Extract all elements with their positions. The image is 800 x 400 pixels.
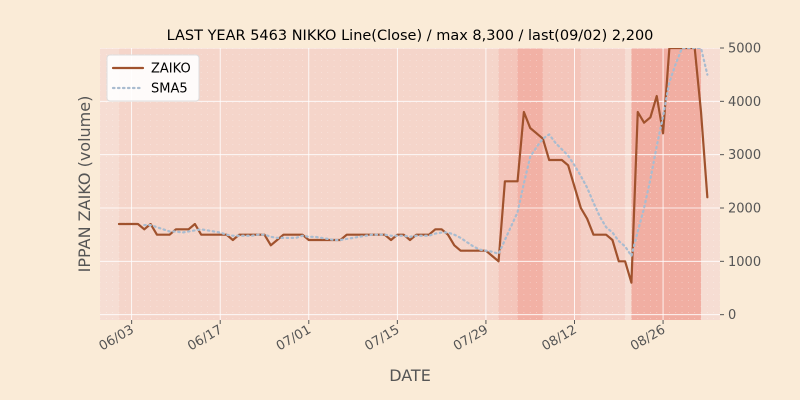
legend-box xyxy=(106,54,200,102)
shaded-band-4 xyxy=(542,48,581,320)
chart-title: LAST YEAR 5463 NIKKO Line(Close) / max 8… xyxy=(167,28,654,44)
legend-label-sma5: SMA5 xyxy=(151,82,188,97)
x-tick-label: 06/17 xyxy=(185,322,225,354)
x-tick-label: 07/15 xyxy=(362,322,402,354)
x-tick-label: 08/26 xyxy=(628,322,668,354)
x-axis-label: DATE xyxy=(389,366,431,385)
y-tick-label: 2000 xyxy=(728,202,761,217)
y-axis-label: IPPAN ZAIKO (volume) xyxy=(75,96,94,273)
y-tick-label: 4000 xyxy=(728,95,761,110)
plot-area xyxy=(100,48,720,320)
x-tick-label: 08/12 xyxy=(540,322,580,354)
series-line-zaiko xyxy=(117,48,709,284)
y-tick-label: 5000 xyxy=(728,42,761,57)
x-tick-label: 07/01 xyxy=(274,322,314,354)
shaded-band-2 xyxy=(498,48,518,320)
legend-label-zaiko: ZAIKO xyxy=(151,62,191,77)
x-tick-label: 06/03 xyxy=(97,322,137,354)
y-tick-label: 1000 xyxy=(728,255,761,270)
shaded-band-5 xyxy=(580,48,626,320)
y-tick-label: 0 xyxy=(728,308,736,323)
shaded-band-3 xyxy=(517,48,543,320)
x-tick-label: 07/29 xyxy=(451,322,491,354)
legend: ZAIKO SMA5 xyxy=(106,54,200,102)
series-line-sma5 xyxy=(143,48,709,258)
y-tick-label: 3000 xyxy=(728,148,761,163)
